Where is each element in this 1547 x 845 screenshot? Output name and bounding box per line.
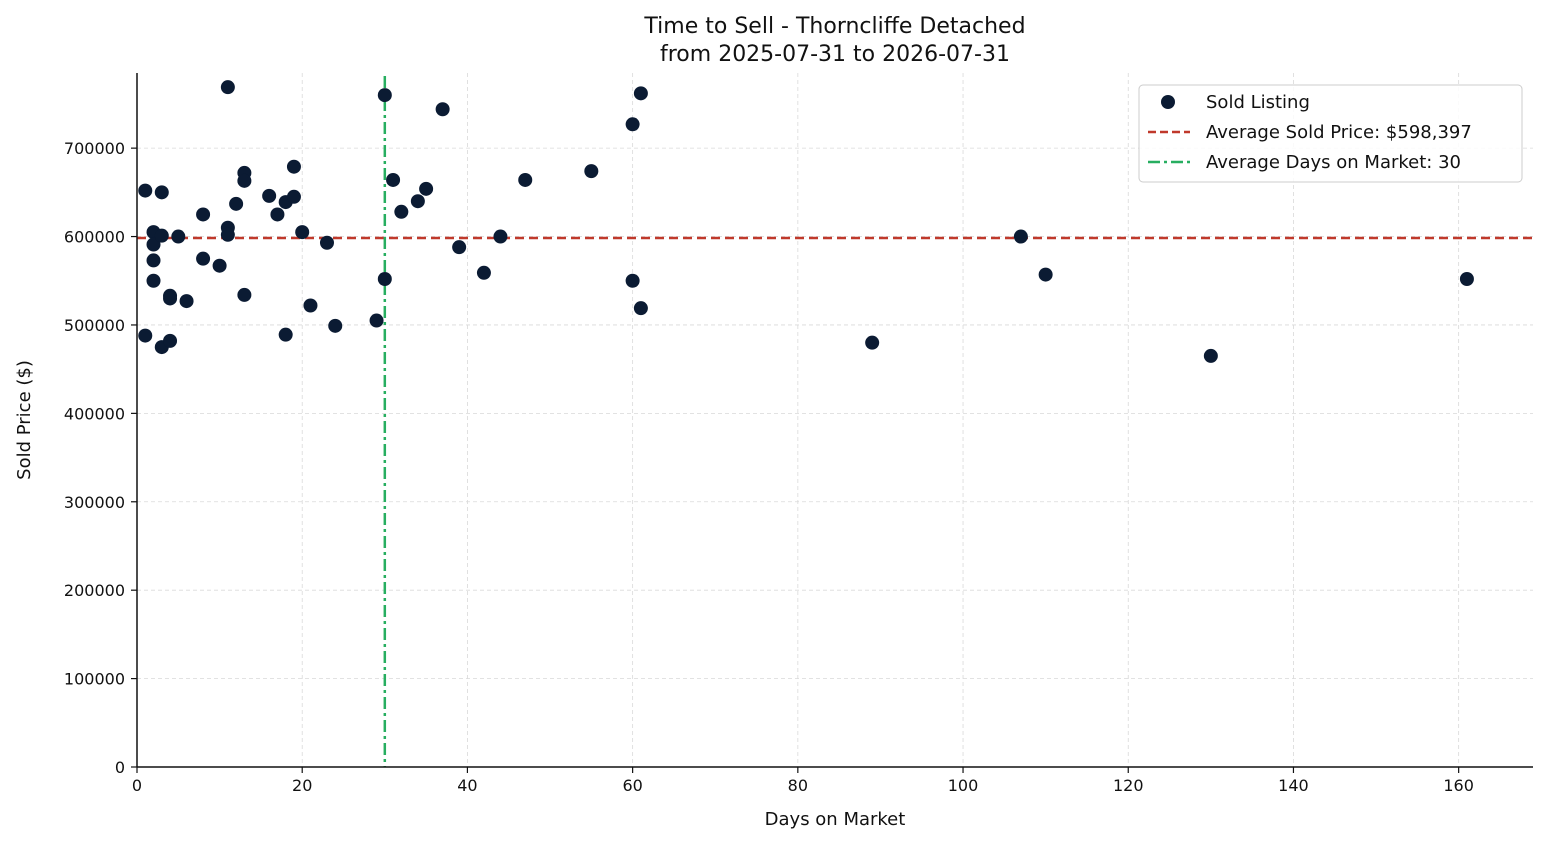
data-point [163,291,178,306]
data-point [286,159,301,174]
y-tick-label: 700000 [64,139,125,158]
data-point [625,273,640,288]
axis-ticks: 0 20 40 60 80 100 120 140 160 0 100000 200000 300000… [64,139,1474,795]
data-point [518,172,533,187]
y-tick-label: 100000 [64,670,125,689]
data-point [1038,267,1053,282]
data-points [138,80,1474,363]
data-point [196,251,211,266]
data-point [229,196,244,211]
data-point [220,80,235,95]
data-point [138,183,153,198]
data-point [865,335,880,350]
data-point [1203,348,1218,363]
x-tick-label: 100 [948,776,979,795]
data-point [154,185,169,200]
data-point [394,204,409,219]
legend-label-sold-listing: Sold Listing [1206,92,1310,113]
data-point [270,207,285,222]
data-point [328,318,343,333]
legend-marker-sold-listing [1161,95,1175,109]
data-point [493,229,508,244]
data-point [1013,229,1028,244]
data-point [237,173,252,188]
y-tick-label: 500000 [64,316,125,335]
data-point [369,313,384,328]
y-axis-label: Sold Price ($) [14,360,35,480]
data-point [476,265,491,280]
legend-box [1138,84,1523,183]
data-point [1459,271,1474,286]
data-point [419,181,434,196]
legend-label-average-days: Average Days on Market: 30 [1206,152,1461,173]
data-point [625,117,640,132]
x-tick-label: 140 [1278,776,1309,795]
data-point [179,294,194,309]
data-point [386,172,401,187]
y-tick-label: 200000 [64,581,125,600]
y-tick-label: 600000 [64,228,125,247]
data-point [286,189,301,204]
legend-label-average-sold-price: Average Sold Price: $598,397 [1206,122,1472,143]
data-point [138,328,153,343]
data-point [154,228,169,243]
data-point [435,102,450,117]
x-tick-label: 80 [788,776,808,795]
y-tick-label: 400000 [64,404,125,423]
data-point [584,164,599,179]
x-tick-label: 40 [457,776,477,795]
data-point [410,194,425,209]
data-point [196,207,211,222]
data-point [212,258,227,273]
y-tick-label: 0 [115,758,125,777]
data-point [278,327,293,342]
data-point [146,273,161,288]
x-tick-label: 0 [132,776,142,795]
data-point [146,253,161,268]
data-point [633,301,648,316]
x-tick-label: 160 [1443,776,1474,795]
data-point [220,227,235,242]
data-point [319,235,334,250]
data-point [295,225,310,240]
data-point [633,86,648,101]
data-point [171,229,186,244]
data-point [377,88,392,103]
data-point [262,188,277,203]
x-tick-label: 120 [1113,776,1144,795]
chart-title: Time to Sell - Thorncliffe Detached [643,14,1025,39]
data-point [237,287,252,302]
y-tick-label: 300000 [64,493,125,512]
legend: Sold Listing Average Sold Price: $598,39… [1138,84,1523,183]
data-point [146,237,161,252]
data-point [303,298,318,313]
x-tick-label: 60 [622,776,642,795]
reference-lines [137,76,1533,767]
x-tick-label: 20 [292,776,312,795]
x-axis-label: Days on Market [765,809,906,830]
data-point [452,240,467,255]
data-point [163,333,178,348]
data-point [377,271,392,286]
chart-subtitle: from 2025-07-31 to 2026-07-31 [660,42,1010,67]
